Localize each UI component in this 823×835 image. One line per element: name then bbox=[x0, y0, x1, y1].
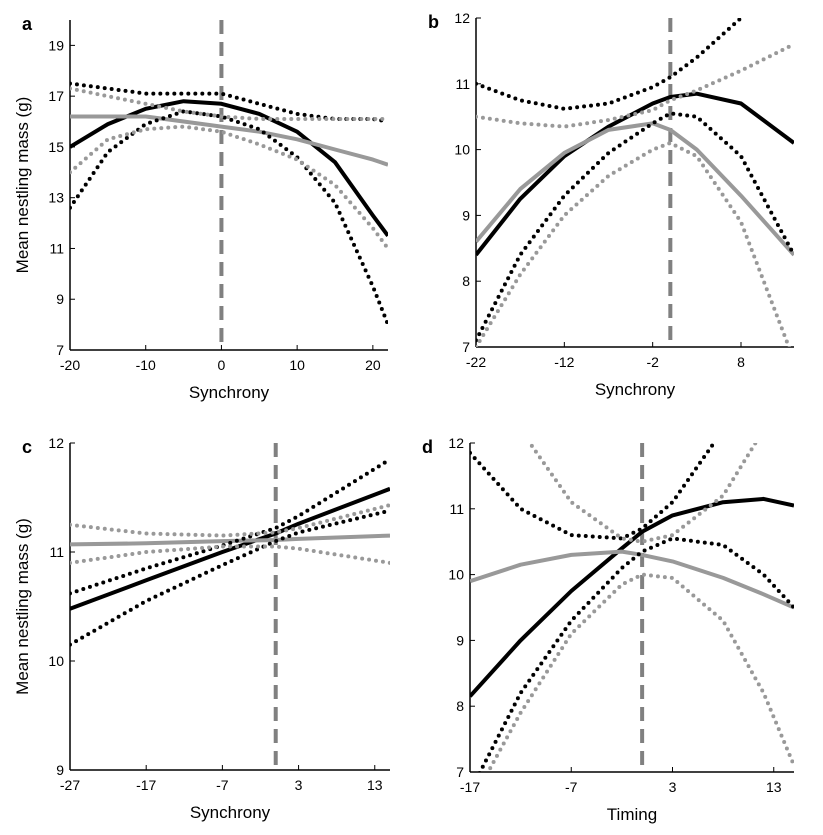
curve bbox=[70, 86, 388, 121]
curve bbox=[476, 18, 745, 111]
panel: c 9 10 11 12 -27 -17 -7 3 13 Synchrony Mean nestlin… bbox=[13, 435, 390, 822]
y-tick-label: 9 bbox=[462, 207, 470, 223]
y-tick-label: 10 bbox=[48, 653, 64, 669]
x-tick-label: 10 bbox=[289, 357, 305, 373]
curve bbox=[476, 91, 794, 257]
y-tick-label: 17 bbox=[48, 88, 64, 104]
y-axis-label: Mean nestling mass (g) bbox=[13, 518, 32, 695]
plot-area bbox=[70, 20, 388, 350]
curve bbox=[70, 109, 388, 327]
x-tick-label: 20 bbox=[365, 357, 381, 373]
y-tick-label: 7 bbox=[462, 339, 470, 355]
curve bbox=[70, 544, 390, 565]
y-tick-label: 13 bbox=[48, 190, 64, 206]
x-tick-label: -7 bbox=[216, 777, 229, 793]
x-tick-label: 3 bbox=[669, 779, 677, 795]
x-tick-label: 8 bbox=[737, 354, 745, 370]
y-tick-label: 12 bbox=[454, 10, 470, 26]
x-tick-label: 3 bbox=[295, 777, 303, 793]
y-tick-label: 19 bbox=[48, 37, 64, 53]
curve bbox=[477, 536, 794, 772]
x-tick-label: -17 bbox=[460, 779, 480, 795]
x-tick-label: 13 bbox=[766, 779, 782, 795]
plot-area bbox=[70, 443, 390, 770]
curve bbox=[470, 496, 794, 698]
curve bbox=[476, 111, 794, 343]
curve bbox=[70, 533, 390, 547]
y-axis-label: Mean nestling mass (g) bbox=[13, 97, 32, 274]
x-tick-label: -22 bbox=[466, 354, 486, 370]
y-tick-label: 11 bbox=[49, 240, 64, 256]
y-tick-label: 10 bbox=[448, 567, 464, 583]
y-tick-label: 7 bbox=[456, 764, 464, 780]
curve bbox=[70, 486, 390, 611]
curve bbox=[485, 572, 794, 772]
x-tick-label: -2 bbox=[646, 354, 659, 370]
curve bbox=[476, 141, 792, 347]
y-tick-label: 12 bbox=[48, 435, 64, 451]
y-tick-label: 8 bbox=[456, 698, 464, 714]
curve bbox=[70, 99, 388, 237]
x-tick-label: -12 bbox=[554, 354, 574, 370]
x-axis-label: Synchrony bbox=[190, 803, 271, 822]
y-tick-label: 11 bbox=[49, 544, 64, 560]
panel: a 7 9 11 13 15 17 19 -20 -10 0 10 20 Synchrony Mean ne… bbox=[13, 14, 388, 402]
panel-label: a bbox=[22, 14, 33, 34]
y-tick-label: 9 bbox=[456, 632, 464, 648]
curve bbox=[476, 121, 794, 257]
curve bbox=[470, 549, 794, 610]
y-tick-label: 8 bbox=[462, 273, 470, 289]
curve bbox=[70, 503, 390, 538]
curve bbox=[70, 114, 388, 167]
y-tick-label: 12 bbox=[448, 435, 464, 451]
y-tick-label: 15 bbox=[48, 139, 64, 155]
x-tick-label: -7 bbox=[565, 779, 578, 795]
y-tick-label: 11 bbox=[449, 501, 464, 517]
curve bbox=[70, 457, 390, 596]
panel-label: d bbox=[422, 437, 433, 457]
curve bbox=[527, 443, 758, 544]
plot-area bbox=[476, 18, 794, 347]
curve bbox=[70, 124, 388, 251]
x-tick-label: 0 bbox=[218, 357, 226, 373]
y-tick-label: 7 bbox=[56, 342, 64, 358]
panel-label: b bbox=[428, 12, 439, 32]
curve bbox=[476, 42, 794, 129]
x-axis-label: Synchrony bbox=[189, 383, 270, 402]
panel: d 7 8 9 10 11 12 -17 -7 3 13 Timing bbox=[422, 435, 794, 824]
curve bbox=[70, 508, 390, 647]
x-tick-label: -10 bbox=[136, 357, 156, 373]
y-tick-label: 10 bbox=[454, 142, 470, 158]
x-axis-label: Synchrony bbox=[595, 380, 676, 399]
x-tick-label: -27 bbox=[60, 777, 80, 793]
y-tick-label: 9 bbox=[56, 762, 64, 778]
x-tick-label: -17 bbox=[136, 777, 156, 793]
plot-area bbox=[470, 443, 794, 772]
y-tick-label: 9 bbox=[56, 291, 64, 307]
panel-label: c bbox=[22, 437, 32, 457]
x-tick-label: -20 bbox=[60, 357, 80, 373]
y-tick-label: 11 bbox=[455, 76, 470, 92]
panel: b 7 8 9 10 11 12 -22 -12 -2 8 Synchrony bbox=[428, 10, 794, 399]
x-axis-label: Timing bbox=[607, 805, 657, 824]
x-tick-label: 13 bbox=[367, 777, 383, 793]
